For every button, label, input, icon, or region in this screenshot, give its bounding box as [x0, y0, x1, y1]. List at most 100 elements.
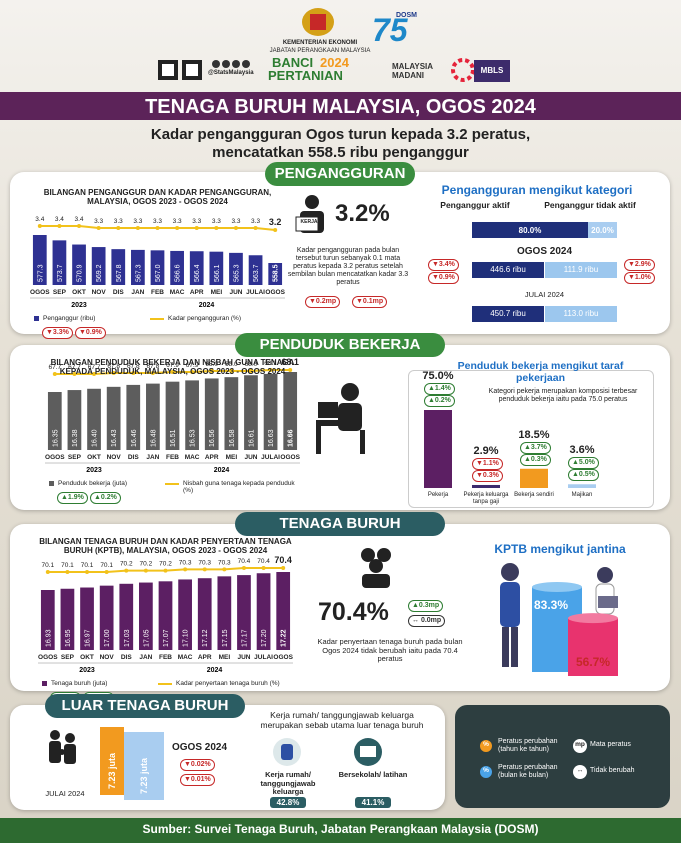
coat-of-arms	[302, 8, 334, 36]
icon-label: KERJA	[300, 219, 318, 225]
bar-label: 16.95	[65, 629, 72, 647]
bar-label: 17.10	[183, 629, 190, 647]
x-tick-label: APR	[190, 289, 204, 296]
bar	[139, 582, 153, 650]
rate-point	[150, 371, 155, 375]
pertanian: PERTANIAN	[268, 68, 343, 83]
reason-icons	[273, 738, 382, 766]
legend-swatch	[42, 681, 47, 686]
rate-point	[170, 370, 175, 374]
jantina-title: KPTB mengikut jantina	[494, 542, 626, 556]
rate-label: 67.9	[166, 362, 179, 369]
bar	[237, 575, 251, 650]
bar-label: 16.63	[268, 429, 275, 447]
x-tick-label: OGOS	[30, 289, 50, 296]
bar-value: 18.5%	[518, 428, 550, 441]
category-label: Bekerja sendiri	[514, 492, 554, 498]
bar	[150, 250, 165, 285]
rate-label: 70.1	[100, 562, 113, 569]
bar	[256, 573, 271, 650]
year-label: 2024	[199, 302, 215, 309]
category-label: Pekerja	[427, 492, 449, 498]
legend-icon: ↔	[576, 767, 584, 774]
rate-point	[85, 570, 90, 574]
x-tick-label: JAN	[146, 454, 159, 461]
x-tick-label: SEP	[61, 654, 75, 661]
rate-point	[175, 226, 180, 230]
rate-point	[261, 566, 266, 570]
legend-text: Peratus perubahan (tahun ke tahun)	[498, 738, 558, 754]
rate-point	[190, 370, 195, 374]
rate-label: 3.3	[231, 218, 240, 225]
share-bar	[588, 222, 617, 238]
legend-box	[455, 705, 670, 808]
workers-icon	[361, 548, 391, 588]
bar	[283, 372, 298, 450]
rate-label: 68.1	[264, 360, 277, 367]
change-badge: ▼0.1mp	[352, 296, 388, 308]
kategori-title: Pengangguran mengikut kategori	[441, 183, 633, 197]
rate-point	[183, 567, 188, 572]
change-badge: ▼3.3%	[42, 327, 73, 339]
bar	[178, 579, 192, 650]
x-tick-label: NOV	[100, 654, 115, 661]
rate-point	[202, 567, 207, 572]
change-badge: ▼0.3%	[472, 469, 503, 482]
social-icons	[212, 60, 250, 68]
bar-label: 567.3	[135, 264, 142, 282]
bar-label: 17.05	[143, 629, 150, 647]
headline-value: 70.4%	[318, 598, 389, 626]
reason-label: Kerja rumah/ tanggungjawab keluarga	[260, 770, 316, 797]
x-tick-label: JUN	[229, 289, 242, 296]
section-heading: PENDUDUK BEKERJA	[235, 333, 445, 357]
legend-icon: %	[483, 741, 489, 748]
subtitle: mencatatkan 558.5 ribu penganggur	[212, 144, 469, 161]
change-badge: ▲0.3%	[520, 453, 551, 466]
source: Sumber: Survei Tenaga Buruh, Jabatan Per…	[142, 822, 539, 836]
rate-label: 70.1	[81, 562, 94, 569]
x-tick-label: JUN	[244, 454, 257, 461]
rate-point	[229, 369, 234, 373]
legend-mom-icon	[480, 766, 492, 778]
x-tick-label: MAC	[185, 454, 200, 461]
kategori-label: Penganggur tidak aktif	[544, 200, 636, 210]
rate-label: 67.8	[147, 363, 160, 370]
share-label: 80.0%	[519, 226, 542, 235]
rate-label: 67.7	[48, 364, 61, 371]
rate-point	[72, 372, 77, 376]
share-label: 20.0%	[591, 226, 614, 235]
bar	[568, 618, 618, 676]
x-tick-label: NOV	[92, 289, 107, 296]
x-tick-label: MEI	[211, 289, 223, 296]
change-badge: ▼0.01%	[180, 774, 215, 786]
rate-label: 70.2	[140, 561, 153, 568]
x-tick-label: OGOS	[265, 289, 285, 296]
count-box: 450.7 ribu	[472, 306, 544, 322]
bar	[91, 247, 106, 285]
rate-point	[104, 570, 109, 574]
rate-label: 70.1	[61, 562, 74, 569]
rate-point	[163, 568, 168, 573]
legend-label: Penganggur (ribu)	[43, 315, 96, 322]
period-label: OGOS 2024	[516, 246, 573, 257]
bar-label: 16.43	[111, 429, 118, 447]
legend-label: Tenaga buruh (juta)	[51, 680, 108, 687]
bar-value: 83.3%	[534, 598, 568, 612]
bar-value: 56.7%	[576, 655, 610, 669]
bar	[158, 581, 173, 650]
department: JABATAN PERANGKAAN MALAYSIA	[269, 48, 371, 54]
bar	[72, 244, 86, 285]
legend-swatch	[49, 481, 54, 486]
change-badge: ▲0.2%	[424, 395, 455, 407]
x-tick-label: SEP	[68, 454, 82, 461]
rate-label: 67.7	[68, 364, 81, 371]
bar	[80, 587, 94, 650]
change-badge: ▼0.9%	[75, 327, 106, 339]
year-label: 2023	[86, 467, 102, 474]
x-tick-label: JAN	[139, 654, 152, 661]
bar	[170, 250, 184, 285]
bar-label: 16.48	[150, 429, 157, 447]
legend-label: Nisbah guna tenaga kepada penduduk (%)	[183, 480, 295, 495]
